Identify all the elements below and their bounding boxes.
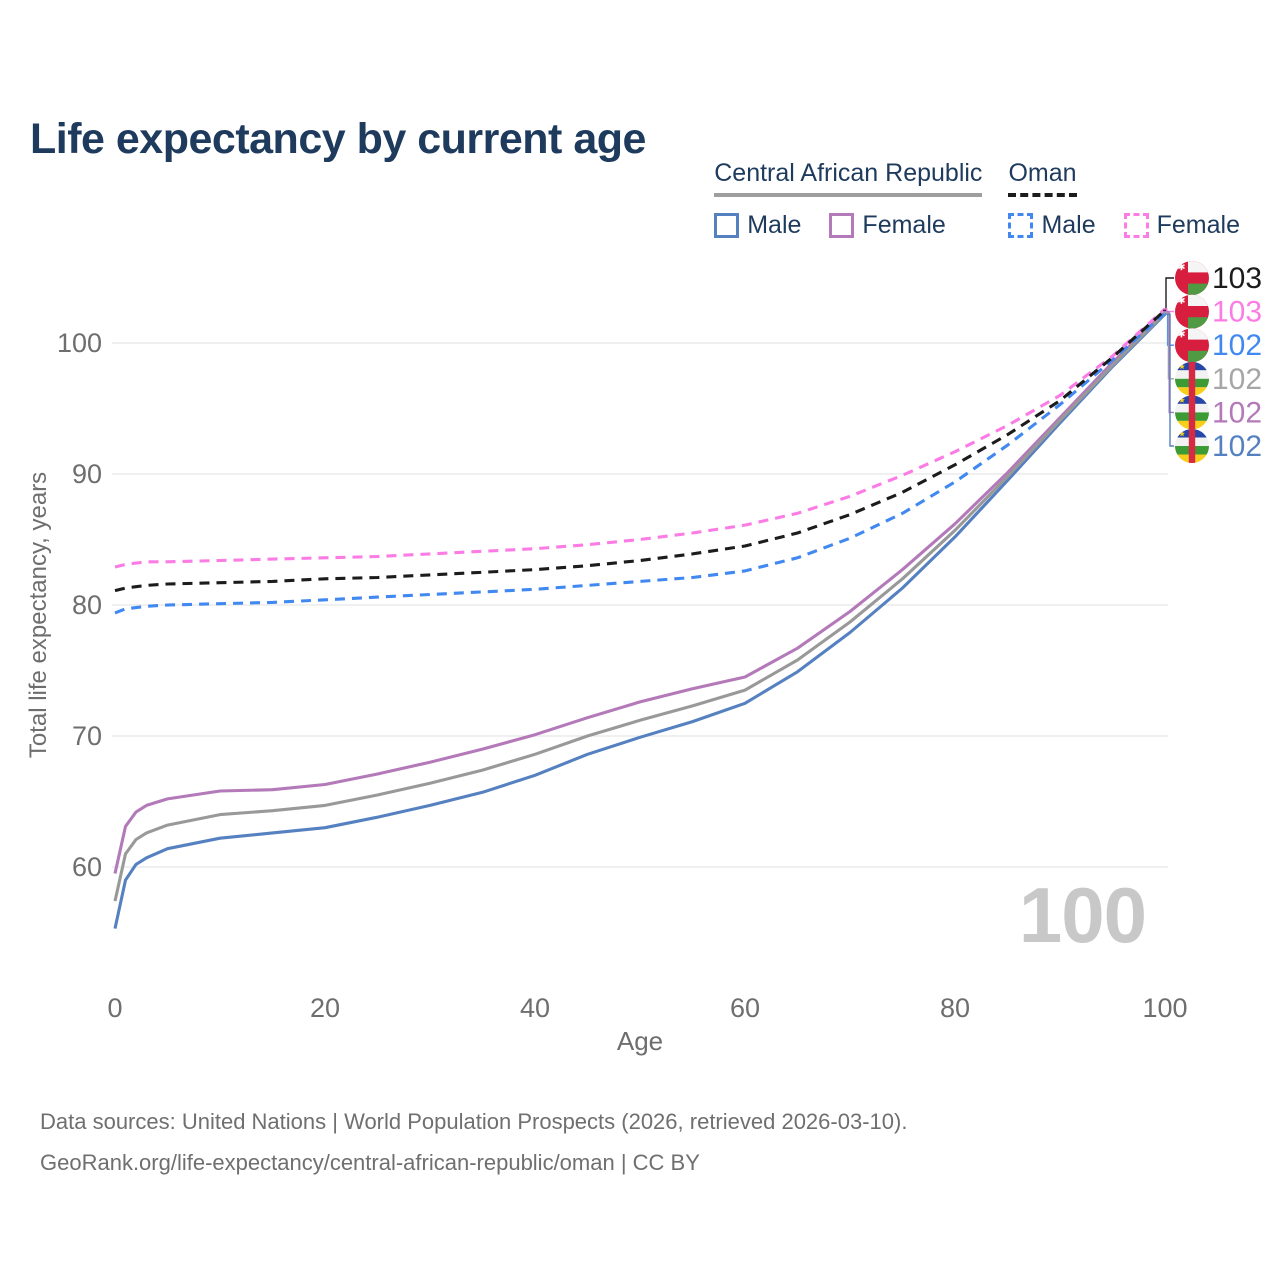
y-tick-label: 60 [72, 852, 102, 882]
end-value-label: 102 [1212, 363, 1262, 396]
central-african-republic-flag-icon [1175, 395, 1209, 430]
legend-items-oman: Male Female [1008, 211, 1240, 240]
flag-part [1188, 261, 1209, 273]
flag-part [1188, 317, 1209, 329]
y-tick-label: 80 [72, 590, 102, 620]
central-african-republic-flag-icon [1175, 429, 1209, 463]
legend-label: Female [862, 210, 946, 239]
oman-female-swatch-icon [1123, 212, 1149, 238]
data-source-line: Data sources: United Nations | World Pop… [40, 1109, 908, 1134]
x-tick-label: 20 [310, 993, 340, 1023]
attribution-line: GeoRank.org/life-expectancy/central-afri… [40, 1149, 700, 1175]
legend-country-central-african-republic[interactable]: Central African Republic [714, 159, 983, 197]
page-title: Life expectancy by current age [30, 114, 646, 163]
y-tick-label: 70 [72, 721, 102, 751]
data-source-footer: Data sources: United Nations | World Pop… [40, 1102, 907, 1184]
flag-part [1188, 283, 1209, 295]
flag-part [1188, 350, 1209, 363]
y-tick-label: 90 [72, 459, 102, 489]
line-central-african-republic-male [113, 313, 1167, 929]
x-tick-label: 100 [1142, 993, 1187, 1023]
end-value-label: 102 [1212, 430, 1262, 463]
car-female-swatch-icon [829, 212, 855, 238]
legend-item-oman-male[interactable]: Male [1008, 210, 1096, 240]
y-tick-label: 100 [57, 328, 102, 358]
x-tick-label: 0 [107, 993, 122, 1023]
legend-item-car-male[interactable]: Male [714, 211, 801, 240]
flag-part [1188, 294, 1209, 306]
flag-part [1188, 395, 1196, 430]
car-male-swatch-icon [714, 212, 740, 238]
x-tick-label: 40 [520, 993, 550, 1023]
y-axis-title: Total life expectancy, years [25, 472, 52, 758]
legend-label: Female [1156, 210, 1240, 239]
label-connector [1163, 310, 1174, 414]
legend-country-oman[interactable]: Oman [1008, 159, 1077, 197]
line-central-african-republic-female [113, 310, 1167, 874]
x-tick-label: 60 [730, 993, 760, 1023]
legend-group-oman: Oman Male Female [1008, 159, 1240, 240]
line-oman-female [114, 307, 1167, 569]
oman-flag-icon [1175, 294, 1209, 329]
oman-flag-icon [1175, 261, 1209, 295]
end-value-label: 103 [1212, 262, 1262, 295]
flag-star [1179, 430, 1185, 437]
line-oman-both-sexes [114, 309, 1167, 593]
label-connector [1163, 308, 1174, 313]
oman-male-swatch-icon [1008, 212, 1034, 238]
label-connector [1163, 312, 1174, 380]
flag-part [1188, 328, 1209, 340]
flag-part [1188, 429, 1196, 463]
legend-items-car: Male Female [714, 211, 982, 240]
legend-label: Male [747, 210, 802, 239]
central-african-republic-flag-icon [1175, 361, 1209, 396]
x-axis-title: Age [617, 1026, 663, 1056]
end-value-label: 102 [1212, 396, 1262, 429]
line-central-african-republic-both-sexes [113, 311, 1167, 902]
flag-part [1188, 361, 1196, 396]
legend-group-central-african-republic: Central African Republic Male Female [714, 159, 983, 240]
line-oman-male [114, 311, 1167, 615]
oman-flag-icon [1175, 328, 1209, 363]
current-age-indicator: 100 [1018, 871, 1147, 959]
end-value-label: 103 [1212, 296, 1262, 329]
x-tick-label: 80 [940, 993, 970, 1023]
legend-label: Male [1041, 210, 1096, 239]
legend-item-oman-female[interactable]: Female [1123, 210, 1240, 240]
label-connector [1163, 313, 1174, 447]
label-connector [1163, 277, 1174, 311]
end-value-label: 102 [1212, 329, 1262, 362]
chart-legend: Central African Republic Male Female Oma… [714, 159, 1240, 240]
flag-star [1179, 397, 1185, 403]
flag-star [1179, 363, 1185, 369]
legend-item-car-female[interactable]: Female [829, 210, 946, 240]
